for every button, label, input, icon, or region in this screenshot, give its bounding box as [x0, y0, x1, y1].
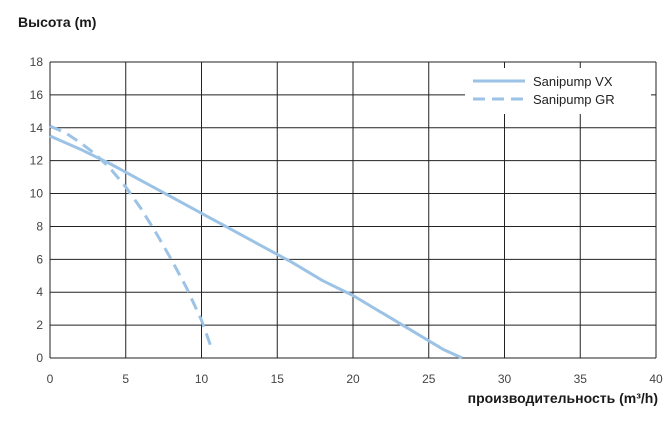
legend-box — [465, 68, 651, 114]
y-tick-label: 18 — [30, 55, 44, 69]
y-tick-label: 8 — [36, 219, 43, 233]
y-tick-label: 4 — [36, 285, 43, 299]
y-tick-label: 0 — [36, 351, 43, 365]
series-line-2 — [49, 124, 214, 351]
y-axis-label: Высота (m) — [18, 14, 97, 30]
grid — [49, 61, 657, 359]
x-tick-label: 10 — [195, 372, 209, 386]
x-tick-label: 30 — [498, 372, 512, 386]
legend-label: Sanipump GR — [533, 92, 615, 107]
y-tick-label: 12 — [30, 154, 44, 168]
tick-labels: 0 5 10 15 20 25 30 35 40 0 2 4 6 8 10 12 14 16 18 — [30, 55, 663, 386]
x-tick-label: 20 — [346, 372, 360, 386]
y-tick-label: 2 — [36, 318, 43, 332]
x-axis-label: производительность (m³/h) — [467, 390, 658, 406]
y-tick-label: 14 — [30, 121, 44, 135]
series-lines — [49, 124, 463, 360]
x-tick-label: 35 — [574, 372, 588, 386]
legend-label: Sanipump VX — [533, 74, 613, 89]
x-tick-label: 0 — [47, 372, 54, 386]
x-tick-label: 40 — [649, 372, 663, 386]
y-tick-label: 16 — [30, 88, 44, 102]
y-tick-label: 10 — [30, 187, 44, 201]
legend: Sanipump VX Sanipump GR — [465, 68, 651, 114]
x-tick-label: 5 — [122, 372, 129, 386]
x-tick-label: 15 — [271, 372, 285, 386]
series-line-1 — [49, 134, 463, 360]
y-tick-label: 6 — [36, 252, 43, 266]
x-tick-label: 25 — [422, 372, 436, 386]
